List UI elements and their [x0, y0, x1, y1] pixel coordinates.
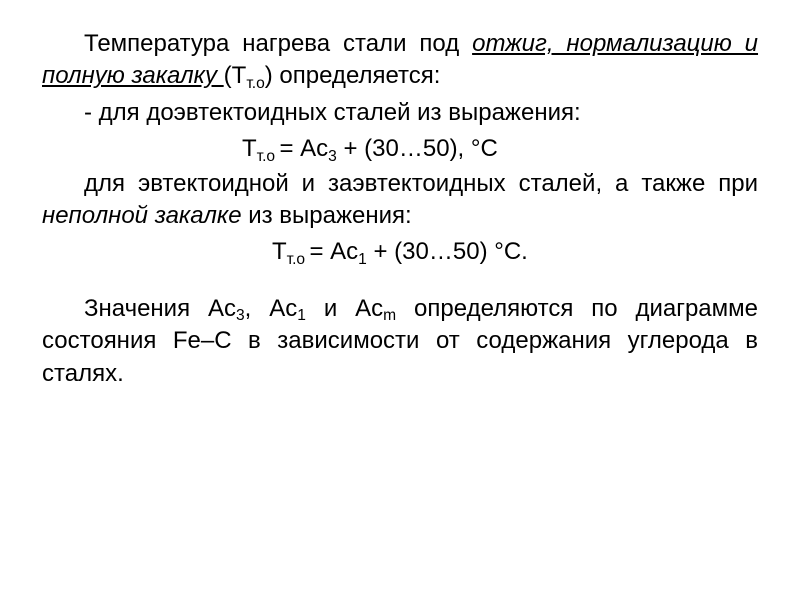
paragraph-intro: Температура нагрева стали под отжиг, нор…	[42, 28, 758, 93]
text-values-a: Значения Ас	[84, 295, 236, 322]
formula1-sub1: т.о	[257, 148, 280, 165]
text-values-sub3: m	[383, 307, 396, 324]
text-intro-tail: определяется:	[279, 62, 440, 89]
formula2-a: Т	[272, 238, 287, 265]
formula-1: Тт.о = Ас3 + (30…50), °С	[42, 133, 758, 165]
formula2-sub2: 1	[358, 251, 367, 268]
text-sub-to: т.о	[246, 75, 264, 92]
formula2-sub1: т.о	[287, 251, 310, 268]
formula1-sub2: 3	[328, 148, 337, 165]
formula-2: Тт.о = Ас1 + (30…50) °С.	[42, 236, 758, 268]
paragraph-values: Значения Ас3, Ас1 и Асm определяются по …	[42, 293, 758, 390]
text-values-sub2: 1	[297, 307, 306, 324]
text-case1: - для доэвтектоидных сталей из выражения…	[84, 99, 581, 126]
formula1-b: = Ас	[279, 135, 328, 162]
paragraph-case1: - для доэвтектоидных сталей из выражения…	[42, 97, 758, 129]
text-symbol-open: (Т	[224, 62, 247, 89]
paragraph-case2: для эвтектоидной и заэвтектоидных сталей…	[42, 168, 758, 233]
formula2-c: + (30…50) °С.	[367, 238, 528, 265]
text-values-b: , Ас	[245, 295, 298, 322]
formula1-c: + (30…50), °С	[337, 135, 498, 162]
formula1-a: Т	[242, 135, 257, 162]
text-case2-ital: неполной закалке	[42, 202, 242, 229]
text-values-c: и Ас	[306, 295, 383, 322]
formula2-b: = Ас	[309, 238, 358, 265]
slide-body: Температура нагрева стали под отжиг, нор…	[0, 0, 800, 600]
text-intro-a: Температура нагрева стали	[84, 30, 406, 57]
text-case2-tail: из выражения:	[242, 202, 412, 229]
spacer	[42, 271, 758, 293]
text-intro-b: под	[419, 30, 459, 57]
text-values-sub1: 3	[236, 307, 245, 324]
text-case2-a: для эвтектоидной и заэвтектоидных сталей…	[84, 170, 758, 197]
text-symbol-close: )	[265, 62, 273, 89]
